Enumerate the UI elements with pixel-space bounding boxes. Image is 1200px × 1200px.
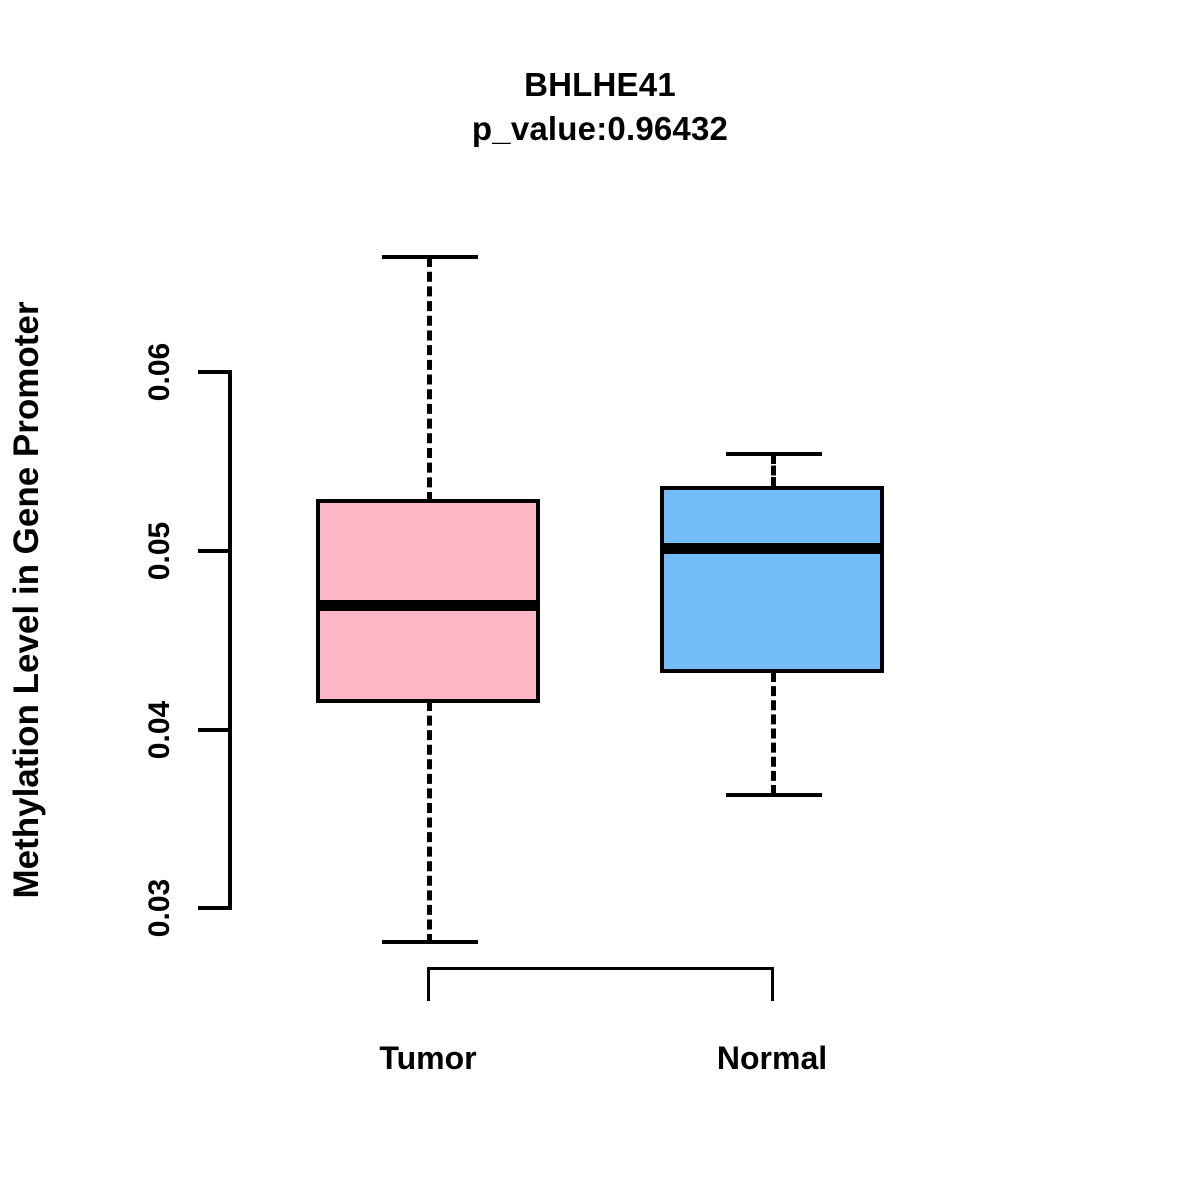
y-axis-tick-label-3: 0.03 xyxy=(143,878,176,938)
whisker-line-lower-normal xyxy=(771,672,776,795)
median-line-normal xyxy=(660,543,884,554)
x-axis-bracket xyxy=(427,967,774,970)
x-axis-label-normal: Normal xyxy=(716,1040,828,1076)
y-axis-tick-0.04 xyxy=(198,728,232,732)
whisker-line-lower-tumor xyxy=(427,701,432,944)
page-title: BHLHE41 xyxy=(524,66,676,103)
y-axis-tick-0.03 xyxy=(198,906,232,910)
chart-subtitle-pvalue: p_value:0.96432 xyxy=(471,109,729,147)
chart-title-block: BHLHE41 p_value:0.96432 xyxy=(0,66,1200,149)
y-axis-tick-label-0: 0.06 xyxy=(143,342,176,402)
y-axis-tick-label-1: 0.05 xyxy=(143,521,176,581)
box-normal xyxy=(660,486,884,673)
y-axis-title: Methylation Level in Gene Promoter xyxy=(7,301,46,899)
whisker-cap-lower-tumor xyxy=(382,940,478,944)
x-axis-bracket-leg-left xyxy=(427,967,430,1001)
x-axis-label-tumor: Tumor xyxy=(379,1040,477,1076)
y-axis-tick-0.06 xyxy=(198,370,232,374)
whisker-line-upper-tumor xyxy=(427,257,432,502)
y-axis-spine xyxy=(228,370,232,907)
median-line-tumor xyxy=(316,600,540,611)
whisker-cap-lower-normal xyxy=(726,793,822,797)
y-axis-tick-0.05 xyxy=(198,549,232,553)
x-axis-bracket-leg-right xyxy=(771,967,774,1001)
whisker-line-upper-normal xyxy=(771,454,776,487)
y-axis-tick-label-2: 0.04 xyxy=(143,700,176,760)
